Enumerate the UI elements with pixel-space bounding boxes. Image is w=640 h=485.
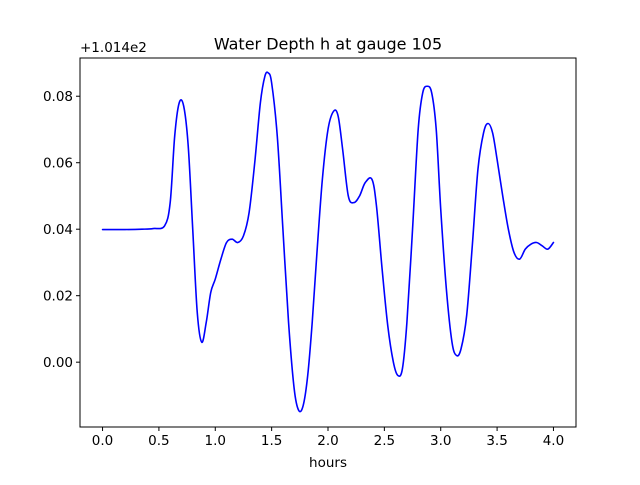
y-axis-ticks: 0.00 0.02 0.04 0.06 0.08 <box>43 89 80 371</box>
x-tick-label: 4.0 <box>543 433 564 449</box>
x-tick-label: 0.5 <box>148 433 169 449</box>
series-line <box>101 71 555 413</box>
x-axis-label: hours <box>309 455 347 471</box>
x-tick-label: 3.5 <box>486 433 507 449</box>
y-axis-offset-label: +1.014e2 <box>80 40 147 56</box>
y-tick-label: 0.04 <box>43 222 73 238</box>
x-tick-label: 0.0 <box>92 433 113 449</box>
x-tick-label: 1.5 <box>261 433 282 449</box>
x-axis-ticks: 0.0 0.5 1.0 1.5 2.0 2.5 3.0 3.5 4.0 <box>92 427 564 449</box>
x-tick-label: 1.0 <box>205 433 226 449</box>
chart-title: Water Depth h at gauge 105 <box>214 35 442 54</box>
x-tick-label: 3.0 <box>430 433 451 449</box>
plot-layer <box>101 71 555 413</box>
y-tick-label: 0.06 <box>43 156 73 172</box>
y-tick-label: 0.08 <box>43 89 73 105</box>
x-tick-label: 2.5 <box>374 433 395 449</box>
x-tick-label: 2.0 <box>317 433 338 449</box>
axes-frame <box>79 57 577 428</box>
y-tick-label: 0.00 <box>43 355 73 371</box>
y-tick-label: 0.02 <box>43 289 73 305</box>
